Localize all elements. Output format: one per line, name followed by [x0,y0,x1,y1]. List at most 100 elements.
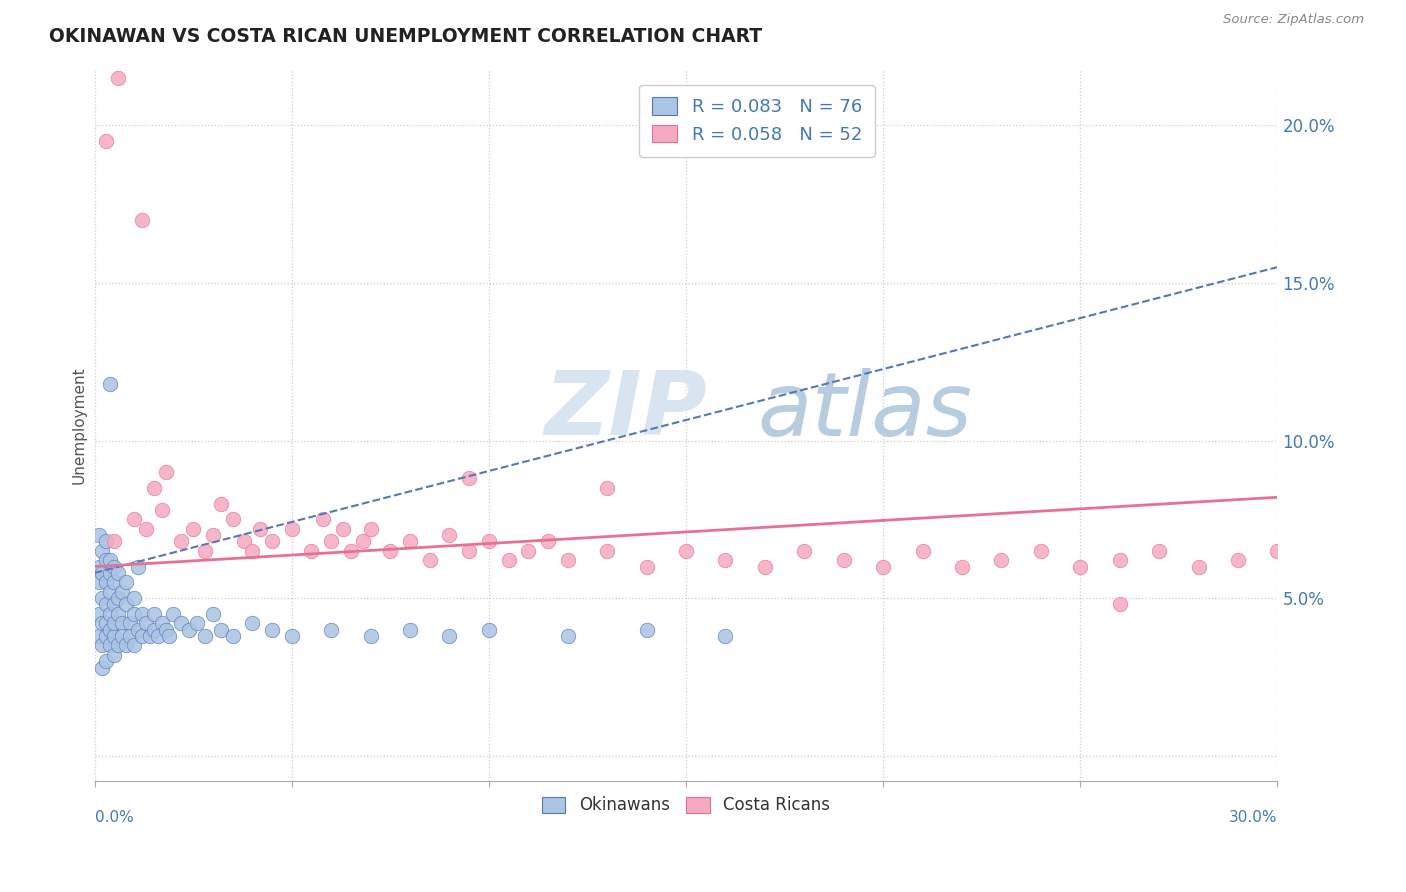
Point [950,559,973,574]
Point [714,629,737,643]
Point [91,639,114,653]
Point [120,616,142,631]
Point [127,559,149,574]
Point [280,629,302,643]
Point [1108,553,1130,567]
Point [91,660,114,674]
Point [194,544,217,558]
Point [87,559,110,574]
Point [115,598,138,612]
Point [1187,559,1209,574]
Point [98,553,121,567]
Point [636,623,658,637]
Text: OKINAWAN VS COSTA RICAN UNEMPLOYMENT CORRELATION CHART: OKINAWAN VS COSTA RICAN UNEMPLOYMENT COR… [49,27,762,45]
Point [142,481,165,495]
Text: 30.0%: 30.0% [1229,810,1278,824]
Point [517,544,540,558]
Point [478,534,501,549]
Point [321,534,343,549]
Point [155,623,177,637]
Point [352,534,374,549]
Point [181,522,204,536]
Point [91,591,114,606]
Point [380,544,402,558]
Point [1108,598,1130,612]
Point [201,528,224,542]
Point [142,623,165,637]
Point [127,623,149,637]
Point [754,559,776,574]
Point [399,623,422,637]
Point [122,639,145,653]
Point [103,648,125,662]
Point [1267,544,1289,558]
Point [87,629,110,643]
Y-axis label: Unemployment: Unemployment [72,366,86,483]
Point [793,544,815,558]
Point [209,497,232,511]
Point [155,465,177,479]
Point [107,566,129,580]
Point [1346,553,1368,567]
Point [107,70,129,85]
Point [139,629,162,643]
Point [299,544,322,558]
Text: atlas: atlas [756,368,972,453]
Point [91,616,114,631]
Point [91,544,114,558]
Point [194,629,217,643]
Point [1029,544,1052,558]
Point [1147,544,1170,558]
Point [96,616,118,631]
Point [98,376,121,391]
Point [537,534,560,549]
Point [360,629,382,643]
Point [107,607,129,621]
Point [1306,559,1329,574]
Point [162,607,184,621]
Point [103,629,125,643]
Point [498,553,520,567]
Point [107,639,129,653]
Point [103,559,125,574]
Point [1069,559,1091,574]
Point [111,585,134,599]
Point [87,607,110,621]
Point [142,607,165,621]
Point [96,575,118,590]
Point [249,522,271,536]
Point [96,534,118,549]
Point [221,512,243,526]
Point [131,629,153,643]
Point [103,616,125,631]
Point [439,528,461,542]
Point [557,553,579,567]
Point [321,623,343,637]
Point [96,654,118,668]
Point [260,623,283,637]
Point [91,566,114,580]
Point [557,629,579,643]
Point [714,553,737,567]
Point [340,544,363,558]
Point [240,616,263,631]
Point [332,522,354,536]
Point [209,623,232,637]
Point [111,629,134,643]
Point [96,553,118,567]
Point [96,598,118,612]
Point [131,212,153,227]
Point [135,616,157,631]
Point [636,559,658,574]
Point [103,598,125,612]
Point [260,534,283,549]
Point [146,629,169,643]
Point [98,585,121,599]
Point [439,629,461,643]
Point [159,629,181,643]
Point [360,522,382,536]
Point [120,629,142,643]
Point [98,623,121,637]
Point [87,575,110,590]
Point [990,553,1012,567]
